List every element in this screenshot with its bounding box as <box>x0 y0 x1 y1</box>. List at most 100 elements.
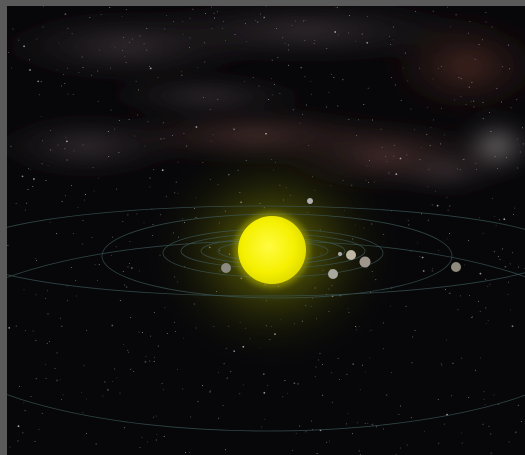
star <box>273 83 275 85</box>
star <box>190 416 192 418</box>
star <box>431 204 433 206</box>
star <box>7 51 9 53</box>
star <box>97 101 99 102</box>
star <box>149 67 152 70</box>
star <box>446 339 448 341</box>
planet[interactable] <box>307 198 313 204</box>
planet[interactable] <box>359 256 371 268</box>
star <box>500 101 502 103</box>
star <box>467 32 469 34</box>
star <box>127 214 129 216</box>
star <box>97 70 99 72</box>
planets[interactable] <box>221 198 461 279</box>
star <box>47 313 49 315</box>
star <box>61 201 63 203</box>
star <box>121 16 123 17</box>
star <box>153 416 155 418</box>
star <box>424 430 425 432</box>
star <box>391 77 392 78</box>
star <box>149 186 151 188</box>
star <box>514 431 517 434</box>
star <box>127 266 129 268</box>
star <box>303 20 305 22</box>
star <box>242 384 244 386</box>
star <box>436 204 439 207</box>
star <box>464 264 465 266</box>
star <box>422 270 425 272</box>
star <box>271 59 273 61</box>
star <box>331 401 333 403</box>
planet[interactable] <box>328 269 338 279</box>
star <box>287 64 289 66</box>
star <box>107 131 109 132</box>
planet[interactable] <box>451 262 461 272</box>
star <box>468 397 470 399</box>
star <box>337 6 338 8</box>
scene-canvas[interactable] <box>7 6 525 455</box>
star <box>130 317 132 318</box>
star <box>510 107 512 109</box>
star <box>407 220 409 222</box>
star <box>417 242 419 244</box>
star <box>217 98 219 100</box>
star <box>32 330 34 332</box>
star <box>475 163 477 165</box>
planet[interactable] <box>221 263 231 273</box>
star <box>474 59 476 60</box>
star <box>469 294 470 296</box>
star <box>153 311 155 313</box>
sun-body[interactable] <box>238 216 306 284</box>
star <box>287 392 289 394</box>
star <box>77 207 79 208</box>
star <box>15 325 17 327</box>
star <box>522 127 523 129</box>
star <box>61 399 62 401</box>
star <box>263 392 266 394</box>
star <box>189 18 191 20</box>
star <box>119 300 121 301</box>
planet[interactable] <box>338 252 342 256</box>
star <box>144 361 147 363</box>
star <box>473 106 475 108</box>
star <box>11 67 13 69</box>
star <box>304 76 306 78</box>
star <box>107 389 109 391</box>
star <box>467 239 469 241</box>
star <box>380 128 382 130</box>
star <box>63 74 65 76</box>
star <box>163 436 165 437</box>
star <box>268 99 270 100</box>
star <box>471 81 473 83</box>
star <box>449 205 451 207</box>
star <box>110 109 112 111</box>
sun[interactable] <box>234 212 310 288</box>
star <box>438 442 440 444</box>
star <box>502 248 504 250</box>
star <box>399 157 402 160</box>
star <box>282 37 284 39</box>
star <box>37 80 40 83</box>
star <box>293 382 296 385</box>
star <box>460 96 462 97</box>
star <box>372 119 374 121</box>
star <box>310 80 312 82</box>
star <box>24 330 26 332</box>
star <box>156 433 158 435</box>
star <box>163 137 165 139</box>
star <box>22 432 24 434</box>
star <box>464 158 466 160</box>
star <box>487 319 489 321</box>
star <box>67 300 69 302</box>
star <box>40 81 42 83</box>
star <box>414 330 416 332</box>
star <box>27 189 29 191</box>
space-viewport[interactable] <box>7 6 525 455</box>
star <box>135 80 137 82</box>
window-left-border <box>0 0 7 455</box>
star <box>267 385 269 387</box>
star <box>405 305 407 307</box>
star <box>133 371 135 373</box>
planet[interactable] <box>346 250 356 260</box>
star <box>197 400 199 402</box>
star <box>118 120 120 122</box>
